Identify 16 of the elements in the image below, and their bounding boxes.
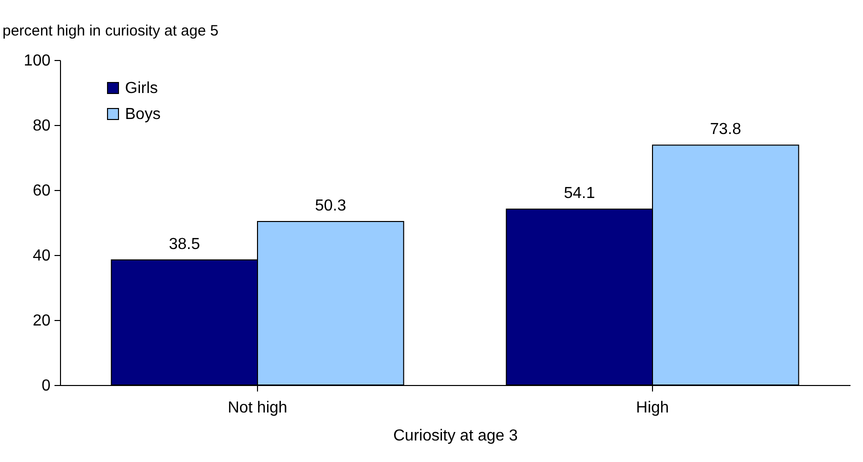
y-tick-label: 60 <box>32 182 51 200</box>
y-tick-label: 0 <box>42 378 51 394</box>
x-tick-label: Not high <box>228 400 288 416</box>
legend-label: Girls <box>125 80 158 97</box>
legend-label: Boys <box>125 106 161 123</box>
data-label: 73.8 <box>710 121 742 138</box>
y-tick-label: 40 <box>32 248 51 264</box>
x-tick-label: High <box>636 400 669 416</box>
data-label: 50.3 <box>315 198 346 215</box>
y-axis-title: percent high in curiosity at age 5 <box>2 22 218 40</box>
y-tick-label: 20 <box>32 312 51 330</box>
x-axis-title: Curiosity at age 3 <box>393 428 518 444</box>
data-label: 38.5 <box>168 236 200 253</box>
data-label: 54.1 <box>564 185 596 202</box>
y-tick-label: 100 <box>24 52 51 70</box>
y-tick-label: 80 <box>32 118 51 134</box>
